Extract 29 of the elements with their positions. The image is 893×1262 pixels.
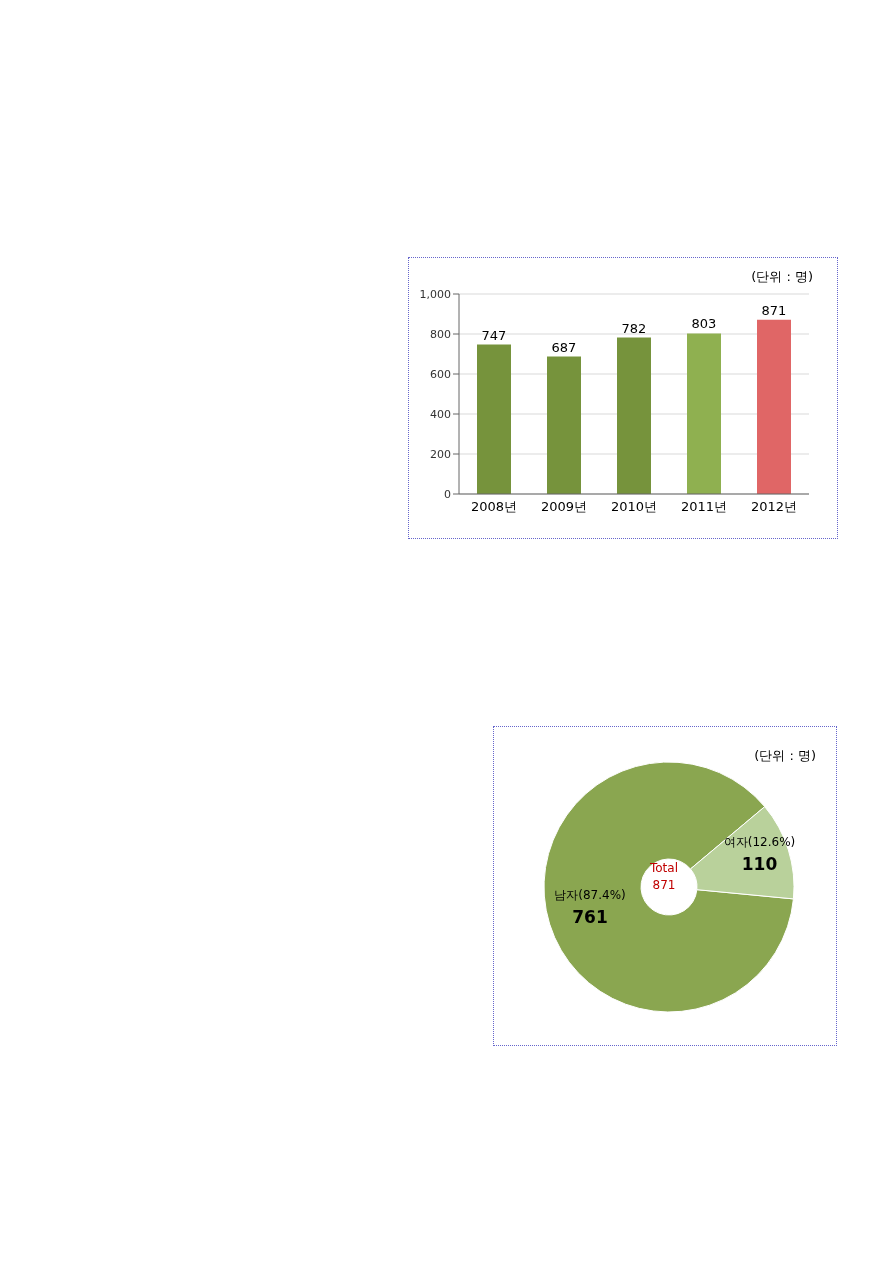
text: Total 871 (649, 860, 679, 894)
x-tick-label: 2009년 (540, 499, 588, 515)
x-tick-label: 2011년 (680, 499, 728, 515)
data-label: 761 (572, 907, 608, 927)
x-tick-label: 2008년 (470, 499, 518, 515)
data-label: 110 (741, 854, 778, 875)
x-tick-label: 2012년 (750, 499, 798, 515)
bar (687, 333, 721, 494)
text: (단위 : 명) (754, 747, 816, 765)
bar (477, 344, 511, 494)
text: (단위 : 명) (751, 268, 813, 286)
y-tick-label: 600 (430, 367, 451, 381)
data-label: 803 (691, 316, 717, 332)
x-tick-label: 2010년 (610, 499, 658, 515)
y-tick-label: 1,000 (419, 287, 451, 301)
bar (617, 337, 651, 494)
bar (547, 356, 581, 494)
data-label: 687 (551, 339, 577, 355)
y-tick-label: 0 (444, 487, 451, 501)
bar (757, 319, 791, 494)
data-label: 871 (761, 302, 787, 318)
y-tick-label: 800 (430, 327, 451, 341)
y-tick-label: 400 (430, 407, 451, 421)
data-label: 747 (481, 327, 507, 343)
data-label: 782 (621, 320, 647, 336)
slice-label: 여자(12.6%) (723, 835, 796, 850)
donut-slice (543, 761, 794, 1013)
slice-label: 남자(87.4%) (554, 888, 626, 902)
y-tick-label: 200 (430, 447, 451, 461)
